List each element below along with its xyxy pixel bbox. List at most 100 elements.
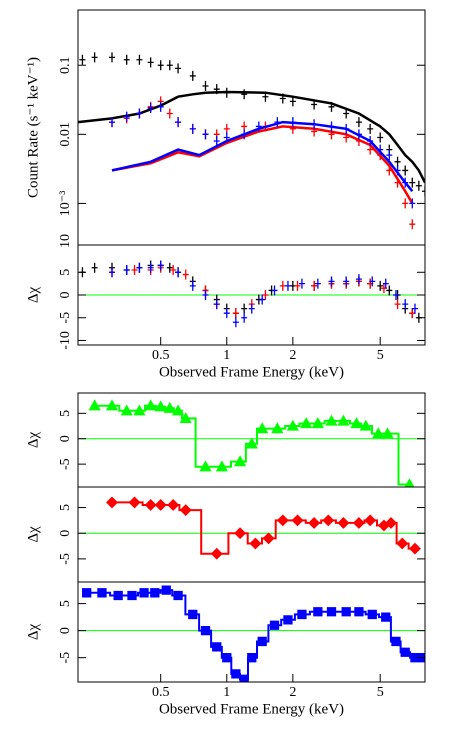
data-point xyxy=(123,265,130,275)
data-point xyxy=(271,285,278,296)
data-point xyxy=(386,285,393,296)
data-point xyxy=(175,267,182,278)
data-point xyxy=(109,267,116,278)
panel-frame xyxy=(77,9,426,246)
data-point xyxy=(298,278,305,289)
data-point xyxy=(136,54,143,65)
data-point xyxy=(367,609,377,620)
data-point xyxy=(232,308,239,319)
data-point xyxy=(167,499,180,511)
data-point xyxy=(123,54,130,65)
data-point xyxy=(222,653,232,663)
data-point xyxy=(189,123,196,134)
data-point xyxy=(402,165,409,176)
data-point xyxy=(202,290,209,300)
data-point xyxy=(91,262,98,273)
x-tick-label: 0.5 xyxy=(152,348,170,363)
data-point xyxy=(157,60,164,71)
data-point xyxy=(127,590,137,601)
data-point xyxy=(392,290,399,300)
data-point xyxy=(215,460,228,472)
data-point xyxy=(386,150,393,161)
data-point xyxy=(377,132,384,143)
data-point xyxy=(337,517,350,529)
data-point xyxy=(262,532,275,545)
data-point xyxy=(355,274,362,285)
data-point xyxy=(157,260,164,271)
data-point xyxy=(79,54,86,65)
data-point xyxy=(410,653,420,663)
data-point xyxy=(179,504,192,517)
y-tick-label: 5 xyxy=(58,269,73,276)
data-point xyxy=(396,537,409,550)
data-point xyxy=(326,607,337,617)
data-point xyxy=(123,111,130,122)
data-point xyxy=(359,419,372,431)
data-point xyxy=(248,303,255,314)
panel-frame xyxy=(77,581,426,683)
data-point xyxy=(147,57,154,68)
step-line xyxy=(112,501,415,555)
plot-area xyxy=(78,52,425,230)
y-tick-label: -5 xyxy=(58,458,73,470)
data-point xyxy=(354,607,364,617)
data-point xyxy=(109,52,116,63)
data-point xyxy=(233,455,247,467)
y-axis-label: Δχ xyxy=(25,287,41,304)
data-point xyxy=(367,123,374,134)
y-tick-label: 10 xyxy=(58,234,73,248)
data-point xyxy=(411,303,418,314)
data-point xyxy=(422,186,425,197)
x-tick-label: 2 xyxy=(289,685,296,700)
data-point xyxy=(171,404,185,416)
y-axis-label: Δχ xyxy=(25,526,41,543)
data-point xyxy=(364,514,377,527)
data-point xyxy=(144,499,157,511)
data-point xyxy=(173,590,183,601)
data-point xyxy=(256,422,269,434)
data-point xyxy=(259,294,266,305)
data-point xyxy=(262,290,269,300)
data-point xyxy=(199,460,212,472)
data-point xyxy=(343,276,350,287)
y-tick-label: 5 xyxy=(58,504,73,511)
data-point xyxy=(188,609,198,620)
x-tick-label: 5 xyxy=(377,685,384,700)
data-point xyxy=(239,674,249,682)
data-point xyxy=(232,317,239,328)
data-point xyxy=(313,607,323,617)
data-point xyxy=(202,81,209,92)
data-point xyxy=(97,588,107,598)
data-point xyxy=(202,129,209,140)
data-point xyxy=(131,265,138,275)
data-point xyxy=(234,527,247,540)
data-point xyxy=(212,642,222,652)
data-point xyxy=(337,414,350,426)
data-point xyxy=(328,276,335,287)
data-point xyxy=(402,198,409,209)
data-point xyxy=(200,625,211,636)
data-point xyxy=(179,412,192,424)
y-tick-label: 5 xyxy=(58,410,73,417)
y-tick-label: -5 xyxy=(58,652,73,664)
data-point xyxy=(245,437,258,449)
data-point xyxy=(189,70,196,81)
y-axis-label: Count Rate (s⁻¹ keV⁻¹) xyxy=(25,57,41,198)
data-point xyxy=(394,156,401,167)
x-tick-label: 5 xyxy=(377,348,384,363)
data-point xyxy=(257,636,267,647)
y-tick-label: 0 xyxy=(58,627,73,634)
data-point xyxy=(88,399,101,411)
x-tick-label: 1 xyxy=(223,685,230,700)
data-point xyxy=(213,299,220,310)
data-point xyxy=(241,312,248,323)
data-point xyxy=(381,427,394,439)
data-point xyxy=(402,299,409,310)
data-point xyxy=(175,63,182,74)
model-line xyxy=(78,90,425,184)
data-point xyxy=(369,276,376,287)
data-point xyxy=(105,399,119,411)
x-tick-label: 1 xyxy=(223,348,230,363)
data-point xyxy=(247,653,257,663)
